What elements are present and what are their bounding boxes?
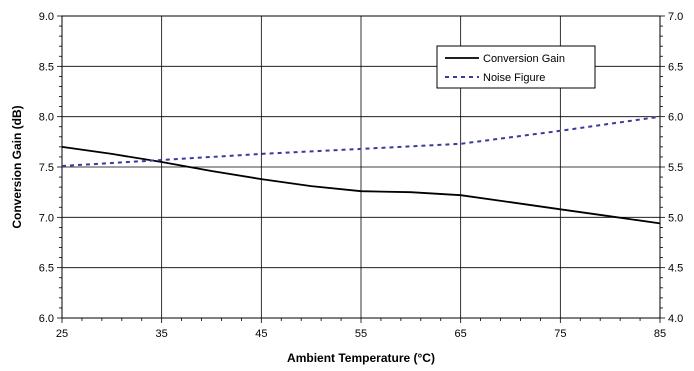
y-tick-labels: 6.0 6.5 7.0 7.5 8.0 8.5 9.0 <box>39 11 54 325</box>
y2-tick-label: 6.0 <box>668 112 683 124</box>
y2-tick-label: 5.0 <box>668 212 683 224</box>
y-tick-label: 7.5 <box>39 162 54 174</box>
y-tick-label: 6.5 <box>39 263 54 275</box>
y-tick-label: 9.0 <box>39 11 54 23</box>
x-tick-label: 55 <box>355 328 367 340</box>
x-tick-label: 75 <box>554 328 566 340</box>
x-tick-label: 25 <box>56 328 68 340</box>
series-line-conversion-gain <box>61 146 661 225</box>
y-tick-label: 8.0 <box>39 112 54 124</box>
minor-ticks <box>57 15 665 323</box>
legend-label-noise-figure: Noise Figure <box>483 72 545 84</box>
y-tick-label: 6.0 <box>39 313 54 325</box>
x-axis-title: Ambient Temperature (°C) <box>287 351 435 365</box>
series-lines <box>61 115 661 225</box>
legend: Conversion Gain Noise Figure <box>436 45 596 89</box>
y2-tick-label: 6.5 <box>668 61 683 73</box>
series-line-noise-figure <box>61 115 661 167</box>
y-tick-label: 8.5 <box>39 61 54 73</box>
legend-box <box>436 45 596 89</box>
y2-tick-label: 7.0 <box>668 11 683 23</box>
y2-tick-label: 5.5 <box>668 162 683 174</box>
y2-tick-label: 4.5 <box>668 263 683 275</box>
x-tick-label: 65 <box>455 328 467 340</box>
y2-tick-labels: 4.0 4.5 5.0 5.5 6.0 6.5 7.0 <box>668 11 683 325</box>
y-tick-label: 7.0 <box>39 212 54 224</box>
y-axis-title: Conversion Gain (dB) <box>10 105 24 228</box>
x-tick-label: 85 <box>654 328 666 340</box>
x-tick-label: 45 <box>255 328 267 340</box>
x-tick-labels: 25 35 45 55 65 75 85 <box>56 328 666 340</box>
x-tick-label: 35 <box>156 328 168 340</box>
legend-label-conversion-gain: Conversion Gain <box>483 53 565 65</box>
y2-tick-label: 4.0 <box>668 313 683 325</box>
